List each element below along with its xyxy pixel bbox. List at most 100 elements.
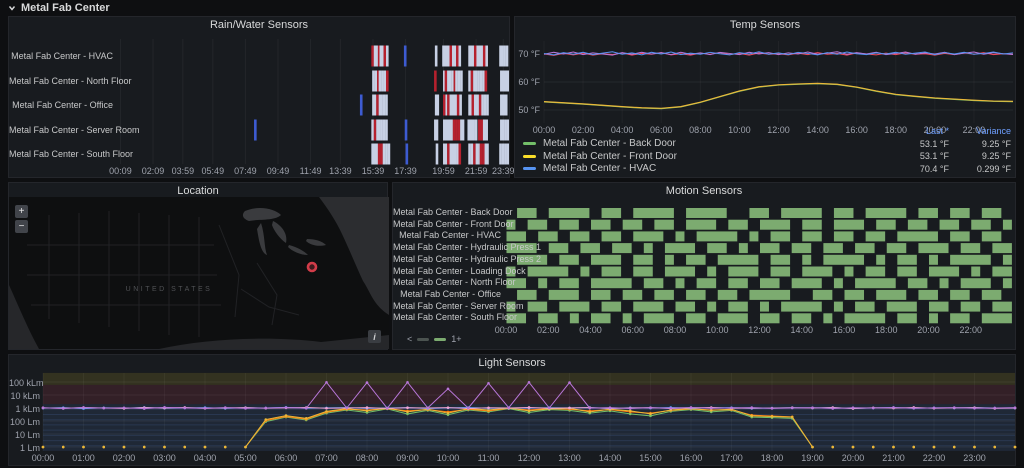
motion-block <box>506 301 516 312</box>
state-bar <box>434 70 437 92</box>
legend-variance-value: 9.25 °F <box>981 151 1011 162</box>
x-tick-label: 17:00 <box>720 453 743 463</box>
motion-block <box>654 219 674 230</box>
motion-block <box>929 313 938 324</box>
panel-light-sensors: Light Sensors 00:00 01:00 02:00 03:00 04:00 0… <box>8 354 1017 466</box>
panel-title-motion[interactable]: Motion Sensors <box>665 185 743 197</box>
legend-series-label: Metal Fab Center - HVAC <box>543 163 657 175</box>
motion-block <box>802 266 833 277</box>
state-bar <box>447 119 451 141</box>
temp-legend: Last * Variance Metal Fab Center - Back Do… <box>523 126 1011 176</box>
motion-block <box>591 289 611 300</box>
state-border-lines <box>27 211 300 337</box>
motion-block <box>950 208 970 218</box>
state-bar <box>382 94 386 116</box>
x-tick-label: 22:00 <box>959 325 983 335</box>
state-bar <box>447 70 450 92</box>
state-bar <box>404 119 408 141</box>
x-tick-label: 02:00 <box>571 125 595 135</box>
x-tick-label: 04:00 <box>579 325 602 335</box>
motion-block <box>580 266 590 277</box>
state-bar <box>383 70 387 92</box>
motion-block <box>960 301 981 312</box>
usa-map[interactable]: UNITED STATES <box>9 197 389 349</box>
x-tick-label: 05:49 <box>201 166 225 176</box>
x-tick-label: 19:59 <box>432 166 455 176</box>
legend-item[interactable]: Metal Fab Center - Back Door 53.1 °F 9.25 … <box>523 138 1011 151</box>
dashboard-row-toggle[interactable]: Metal Fab Center <box>8 0 110 15</box>
motion-block <box>791 278 822 289</box>
x-tick-label: 01:00 <box>72 453 95 463</box>
x-tick-label: 19:00 <box>801 453 824 463</box>
state-bar <box>473 70 476 92</box>
state-bar <box>455 70 458 92</box>
state-bar <box>468 45 471 67</box>
state-bar <box>485 45 488 67</box>
state-bar <box>371 119 374 141</box>
legend-series-label: Metal Fab Center - Back Door <box>543 138 676 150</box>
panel-title-location[interactable]: Location <box>177 185 219 197</box>
x-tick-label: 21:00 <box>882 453 905 463</box>
state-bar <box>478 143 481 165</box>
x-tick-label: 06:00 <box>649 125 673 135</box>
x-tick-label: 02:00 <box>112 453 136 463</box>
x-tick-label: 18:00 <box>760 453 784 463</box>
motion-block <box>897 313 917 324</box>
state-bar <box>468 143 471 165</box>
panel-title-light[interactable]: Light Sensors <box>478 357 546 369</box>
x-tick-label: 09:00 <box>396 453 419 463</box>
light-data-point <box>183 445 187 449</box>
legend-item[interactable]: Metal Fab Center - Front Door 53.1 °F 9.25… <box>523 150 1011 163</box>
series-row-label: Metal Fab Center - Hydraulic Press 1 <box>393 242 542 253</box>
legend-item[interactable]: Metal Fab Center - HVAC 70.4 °F 0.299 °F <box>523 163 1011 176</box>
motion-block <box>749 289 791 300</box>
x-tick-label: 14:00 <box>790 325 814 335</box>
motion-block <box>633 266 653 277</box>
state-bar <box>504 94 508 116</box>
state-bar <box>480 119 484 141</box>
motion-block <box>728 278 748 289</box>
panel-title-temp[interactable]: Temp Sensors <box>729 19 801 31</box>
motion-block <box>844 313 886 324</box>
series-row-label: Metal Fab Center - HVAC <box>399 230 501 241</box>
state-bar <box>376 119 379 141</box>
y-tick-label: 10 kLm <box>10 391 40 401</box>
motion-block <box>781 301 822 312</box>
motion-block <box>622 289 643 300</box>
light-series-purple <box>42 381 1016 410</box>
motion-block <box>654 289 674 300</box>
state-bar <box>479 70 483 92</box>
x-tick-label: 03:00 <box>153 453 176 463</box>
map-attribution-info-button[interactable]: i <box>368 330 381 343</box>
location-marker[interactable] <box>306 261 318 273</box>
legend-sort-last[interactable]: Last * <box>925 125 949 136</box>
light-data-point <box>851 445 855 449</box>
state-bar <box>500 94 503 116</box>
state-bar <box>472 119 475 141</box>
motion-block <box>707 266 717 277</box>
panel-title-rain-water[interactable]: Rain/Water Sensors <box>209 19 309 31</box>
motion-block <box>950 231 970 242</box>
state-bar <box>460 70 463 92</box>
state-bar <box>448 70 452 92</box>
x-tick-label: 10:00 <box>436 453 460 463</box>
motion-block <box>633 254 653 265</box>
legend-sort-variance[interactable]: Variance <box>976 125 1011 136</box>
temp-series-unlabeled-purple <box>543 51 1014 56</box>
motion-block <box>770 231 791 242</box>
state-bar <box>385 45 389 67</box>
motion-block <box>580 243 600 254</box>
state-bar <box>457 70 461 92</box>
x-tick-label: 20:00 <box>923 125 947 135</box>
state-bar <box>443 143 446 165</box>
motion-block <box>749 208 769 218</box>
motion-block <box>992 301 1012 312</box>
motion-block <box>538 313 558 324</box>
x-tick-label: 02:00 <box>536 325 560 335</box>
map-zoom-in-button[interactable]: + <box>15 205 28 218</box>
state-bar <box>482 70 485 92</box>
map-zoom-out-button[interactable]: − <box>15 220 28 233</box>
motion-block <box>538 231 558 242</box>
motion-block <box>548 208 590 218</box>
state-bar <box>454 94 458 116</box>
